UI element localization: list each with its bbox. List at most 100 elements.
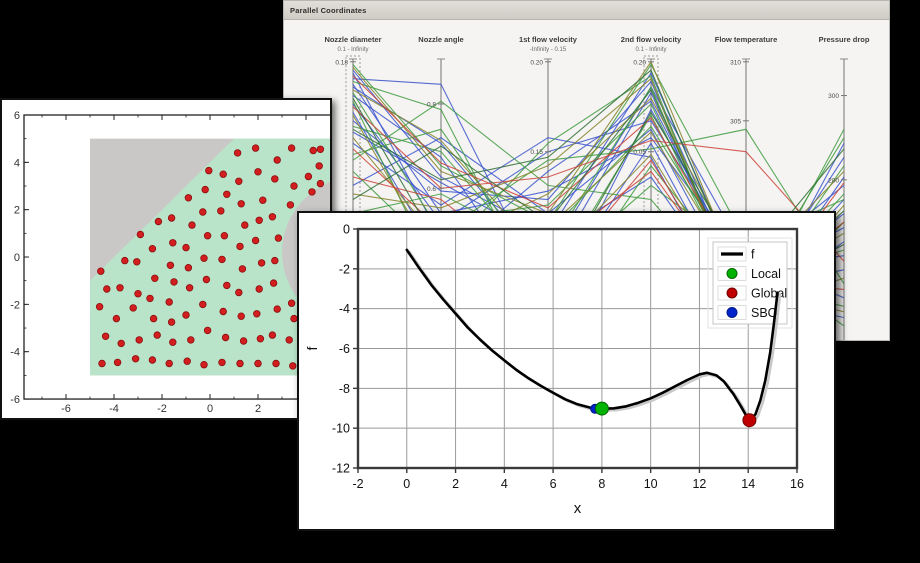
sample-point[interactable] xyxy=(98,359,106,368)
sample-point[interactable] xyxy=(273,305,281,313)
sample-point[interactable] xyxy=(223,190,231,198)
sample-point[interactable] xyxy=(153,331,161,339)
sample-point[interactable] xyxy=(169,338,177,346)
sample-point[interactable] xyxy=(308,188,316,196)
objective-function-plot[interactable]: f Local Global SBO -2 0 2 4 6 8 10 12 14 16 0 -2 -4 -6 -8 -… xyxy=(299,213,834,529)
sample-point[interactable] xyxy=(200,361,208,369)
sample-point[interactable] xyxy=(285,336,293,344)
sample-point[interactable] xyxy=(287,299,296,307)
sample-point[interactable] xyxy=(146,294,154,303)
sample-point[interactable] xyxy=(235,288,243,297)
sample-point[interactable] xyxy=(268,213,277,221)
sample-point[interactable] xyxy=(97,267,105,275)
sample-point[interactable] xyxy=(259,196,267,204)
sample-point[interactable] xyxy=(239,337,248,345)
sample-point[interactable] xyxy=(221,333,230,342)
sample-point[interactable] xyxy=(199,208,207,216)
sample-point[interactable] xyxy=(165,359,173,368)
sample-point[interactable] xyxy=(154,217,163,226)
sample-point[interactable] xyxy=(236,359,244,368)
sample-point[interactable] xyxy=(269,279,278,287)
sample-point[interactable] xyxy=(309,146,317,155)
axis-brush[interactable] xyxy=(345,55,361,215)
sample-point[interactable] xyxy=(220,231,229,240)
marker-local[interactable] xyxy=(594,401,609,416)
sample-point[interactable] xyxy=(219,170,227,178)
sample-point[interactable] xyxy=(182,311,190,319)
sample-point[interactable] xyxy=(184,194,193,202)
scatter-plot-window[interactable]: -6-4-20246420-2-4-6 xyxy=(0,98,332,420)
sample-point[interactable] xyxy=(251,236,260,245)
sample-point[interactable] xyxy=(223,281,231,290)
sample-point[interactable] xyxy=(101,332,110,340)
pc-data-line[interactable] xyxy=(352,106,845,262)
sample-point[interactable] xyxy=(117,339,125,348)
sample-point[interactable] xyxy=(218,255,226,264)
sample-point[interactable] xyxy=(133,258,141,266)
sample-point[interactable] xyxy=(165,298,173,306)
sample-point[interactable] xyxy=(183,357,191,365)
sample-point[interactable] xyxy=(251,144,260,152)
sample-point[interactable] xyxy=(255,216,263,224)
feasibility-scatter-plot[interactable]: -6-4-20246420-2-4-6 xyxy=(2,100,330,418)
sample-point[interactable] xyxy=(237,200,245,208)
sample-point[interactable] xyxy=(149,314,158,323)
sample-point[interactable] xyxy=(116,284,124,292)
sample-point[interactable] xyxy=(95,302,104,311)
sample-point[interactable] xyxy=(113,358,122,367)
window-titlebar[interactable]: Parallel Coordinates xyxy=(284,1,889,20)
sample-point[interactable] xyxy=(287,144,296,152)
sample-point[interactable] xyxy=(268,331,277,339)
sample-point[interactable] xyxy=(253,310,261,318)
sample-point[interactable] xyxy=(121,256,129,265)
sample-point[interactable] xyxy=(103,285,111,293)
sample-point[interactable] xyxy=(256,334,265,343)
sample-point[interactable] xyxy=(188,221,196,229)
sample-point[interactable] xyxy=(134,289,142,298)
sample-point[interactable] xyxy=(148,244,157,253)
sample-point[interactable] xyxy=(200,254,208,262)
sample-point[interactable] xyxy=(129,304,137,312)
sample-point[interactable] xyxy=(290,182,298,190)
sample-point[interactable] xyxy=(219,307,227,316)
sample-point[interactable] xyxy=(254,168,262,176)
sample-point[interactable] xyxy=(135,336,143,344)
sample-point[interactable] xyxy=(241,221,249,229)
sample-point[interactable] xyxy=(218,358,226,367)
sample-point[interactable] xyxy=(237,312,245,320)
sample-point[interactable] xyxy=(316,145,325,153)
sample-point[interactable] xyxy=(272,359,280,368)
sample-point[interactable] xyxy=(217,207,225,215)
sample-point[interactable] xyxy=(170,278,178,286)
sample-point[interactable] xyxy=(289,362,297,370)
sample-point[interactable] xyxy=(271,175,279,183)
sample-point[interactable] xyxy=(316,179,325,188)
sample-point[interactable] xyxy=(203,231,212,240)
sample-point[interactable] xyxy=(167,318,176,326)
sample-point[interactable] xyxy=(236,242,244,251)
sample-point[interactable] xyxy=(169,239,177,247)
sample-point[interactable] xyxy=(257,259,266,267)
sample-point[interactable] xyxy=(233,149,242,157)
sample-point[interactable] xyxy=(286,201,295,209)
sample-point[interactable] xyxy=(273,156,281,164)
sample-point[interactable] xyxy=(112,314,121,323)
function-plot-window[interactable]: f Local Global SBO -2 0 2 4 6 8 10 12 14 16 0 -2 -4 -6 -8 -… xyxy=(297,211,836,531)
sample-point[interactable] xyxy=(238,265,247,273)
sample-point[interactable] xyxy=(148,356,157,364)
sample-point[interactable] xyxy=(304,172,313,181)
sample-point[interactable] xyxy=(201,185,209,194)
sample-point[interactable] xyxy=(255,285,263,293)
sample-point[interactable] xyxy=(274,234,283,242)
sample-point[interactable] xyxy=(202,275,211,284)
sample-point[interactable] xyxy=(184,263,193,272)
sample-point[interactable] xyxy=(136,230,145,239)
sample-point[interactable] xyxy=(151,274,159,282)
sample-point[interactable] xyxy=(315,162,323,170)
sample-point[interactable] xyxy=(235,177,243,185)
sample-point[interactable] xyxy=(185,284,194,292)
sample-point[interactable] xyxy=(203,326,212,335)
sample-point[interactable] xyxy=(199,300,207,309)
sample-point[interactable] xyxy=(187,336,195,344)
sample-point[interactable] xyxy=(254,359,262,368)
